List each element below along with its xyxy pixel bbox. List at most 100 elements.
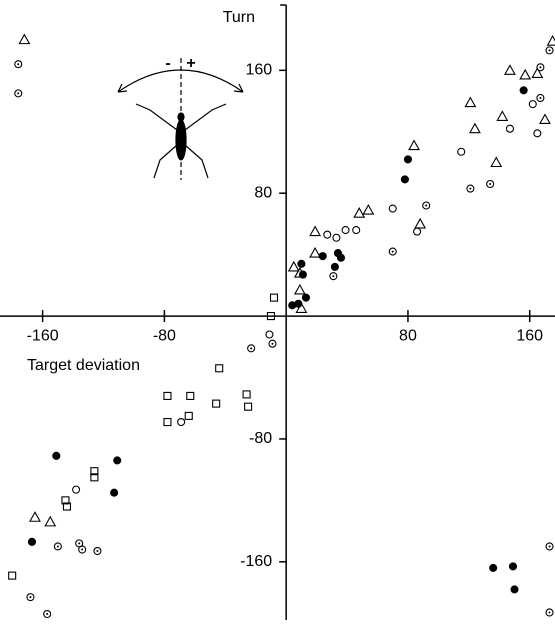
y-tick-label: 160 [245, 62, 272, 79]
point [318, 252, 327, 261]
point-dot [81, 548, 84, 551]
point [545, 608, 554, 617]
point [244, 402, 253, 411]
point-dot [489, 182, 492, 185]
point [332, 233, 341, 242]
point [536, 63, 545, 72]
point-dot [56, 545, 59, 548]
point-dot [17, 92, 20, 95]
point [508, 562, 518, 571]
point [61, 496, 70, 505]
point-dot [548, 49, 551, 52]
point [293, 283, 306, 295]
y-tick-label: -80 [249, 430, 272, 447]
point [297, 259, 306, 268]
arrow-head [117, 83, 128, 93]
point [14, 60, 23, 69]
point [26, 593, 35, 602]
point [341, 226, 350, 235]
point [519, 86, 528, 95]
point [353, 207, 366, 218]
point [546, 35, 555, 46]
inset-diagram [117, 58, 244, 180]
point [184, 411, 193, 420]
y-axis-label: Turn [223, 9, 255, 26]
point [496, 110, 509, 121]
point-dot [17, 63, 20, 66]
point [388, 204, 397, 213]
point [268, 339, 277, 348]
point [93, 546, 102, 556]
point [466, 184, 475, 193]
point [528, 100, 537, 109]
arrow-head [233, 83, 244, 93]
point [44, 515, 57, 527]
plus-label: + [186, 55, 195, 72]
point [72, 485, 81, 494]
point-dot [539, 66, 542, 69]
point [403, 155, 413, 164]
point [504, 64, 516, 75]
point [388, 247, 397, 256]
minus-label: - [165, 55, 170, 72]
point-dot [425, 204, 428, 207]
point [27, 537, 37, 546]
point [490, 156, 503, 168]
point-dot [78, 542, 81, 545]
point [352, 226, 361, 235]
point [298, 270, 307, 279]
x-tick-label: 80 [399, 327, 417, 344]
point [519, 68, 532, 80]
point [545, 46, 554, 55]
point [269, 293, 279, 302]
point [408, 139, 420, 151]
point [110, 488, 119, 497]
point [78, 545, 87, 554]
point [90, 467, 99, 476]
point [265, 330, 274, 339]
point-dot [271, 342, 274, 345]
point [266, 312, 276, 321]
point-dot [29, 596, 32, 599]
insect-body [175, 119, 187, 161]
point [8, 571, 17, 580]
point [309, 246, 322, 258]
y-tick-label: 80 [254, 184, 272, 201]
point [489, 563, 498, 572]
point [510, 585, 519, 594]
point [18, 33, 31, 45]
point [533, 129, 542, 138]
point [177, 417, 186, 427]
point [288, 301, 297, 310]
point-dot [332, 275, 335, 278]
point [53, 542, 62, 551]
point [215, 364, 224, 373]
point-dot [548, 611, 551, 614]
x-axis-label: Target deviation [27, 357, 140, 374]
x-tick-label: 160 [516, 327, 543, 344]
point [90, 473, 99, 482]
point-dot [250, 347, 253, 350]
point [113, 456, 122, 465]
point [301, 293, 311, 302]
point [539, 113, 551, 125]
turn-arc [117, 69, 244, 93]
point [362, 203, 375, 215]
insect-head [177, 112, 185, 122]
point [212, 399, 221, 408]
point [186, 391, 195, 400]
point [464, 96, 477, 108]
insect-legs [135, 103, 227, 179]
y-tick-label: -160 [240, 553, 272, 570]
point [242, 390, 251, 399]
point [413, 227, 422, 236]
point-dot [391, 250, 394, 253]
point [163, 417, 172, 427]
point [545, 542, 554, 551]
point-dot [46, 613, 49, 616]
point [414, 217, 427, 229]
point [295, 302, 308, 313]
point [330, 262, 339, 271]
point [14, 89, 23, 98]
point [400, 175, 409, 184]
